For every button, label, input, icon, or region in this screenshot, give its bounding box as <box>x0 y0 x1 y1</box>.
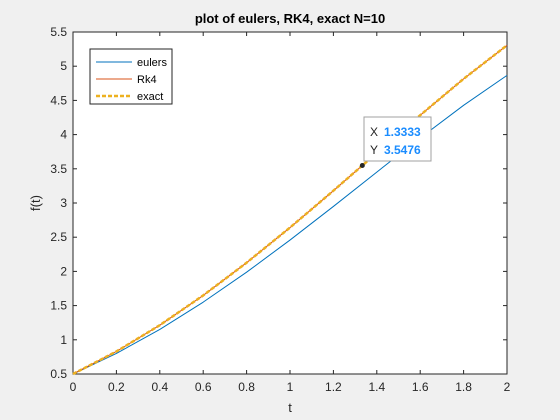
x-tick-label: 0.8 <box>238 380 255 394</box>
x-tick-label: 1.2 <box>325 380 342 394</box>
y-tick-label: 1 <box>60 333 67 347</box>
chart-title: plot of eulers, RK4, exact N=10 <box>195 11 385 26</box>
x-tick-label: 1.4 <box>368 380 385 394</box>
series-line-exact[interactable] <box>72 44 508 376</box>
x-tick-label: 2 <box>504 380 511 394</box>
data-tip-marker[interactable] <box>359 163 365 169</box>
x-tick-label: 1.6 <box>412 380 429 394</box>
x-tick-label: 1.8 <box>455 380 472 394</box>
y-tick-label: 2 <box>60 264 67 278</box>
data-tip[interactable]: X 1.3333 Y 3.5476 <box>359 116 432 169</box>
x-tick-label: 0 <box>70 380 77 394</box>
x-tick-label: 0.6 <box>195 380 212 394</box>
legend-label-exact: exact <box>137 91 163 103</box>
x-tick-label: 0.2 <box>108 380 125 394</box>
series-line-eulers[interactable] <box>72 74 508 375</box>
y-tick-label: 1.5 <box>50 299 67 313</box>
series-lines <box>72 44 508 376</box>
y-tick-label: 4 <box>60 128 67 142</box>
y-tick-label: 5 <box>60 59 67 73</box>
y-tick-label: 3.5 <box>50 162 67 176</box>
axis-ticks: 0 0.2 0.4 0.6 0.8 1 1.2 1.4 1.6 1.8 2 0.5 1 1.5 2 2.5 3 3… <box>50 25 510 394</box>
data-tip-box <box>363 116 432 162</box>
legend-label-eulers: eulers <box>137 57 167 69</box>
x-tick-label: 0.4 <box>151 380 168 394</box>
data-tip-x-label: X <box>370 125 378 139</box>
y-tick-label: 0.5 <box>50 367 67 381</box>
y-axis-label: f(t) <box>28 195 43 211</box>
data-tip-y-value: 3.5476 <box>384 143 421 157</box>
y-tick-label: 5.5 <box>50 25 67 39</box>
legend[interactable]: eulers Rk4 exact <box>89 48 173 105</box>
y-tick-label: 4.5 <box>50 93 67 107</box>
x-tick-label: 1 <box>287 380 294 394</box>
legend-label-rk4: Rk4 <box>137 74 157 86</box>
y-tick-label: 3 <box>60 196 67 210</box>
data-tip-y-label: Y <box>370 143 378 157</box>
data-tip-x-value: 1.3333 <box>384 125 421 139</box>
y-tick-label: 2.5 <box>50 230 67 244</box>
x-axis-label: t <box>288 400 292 415</box>
